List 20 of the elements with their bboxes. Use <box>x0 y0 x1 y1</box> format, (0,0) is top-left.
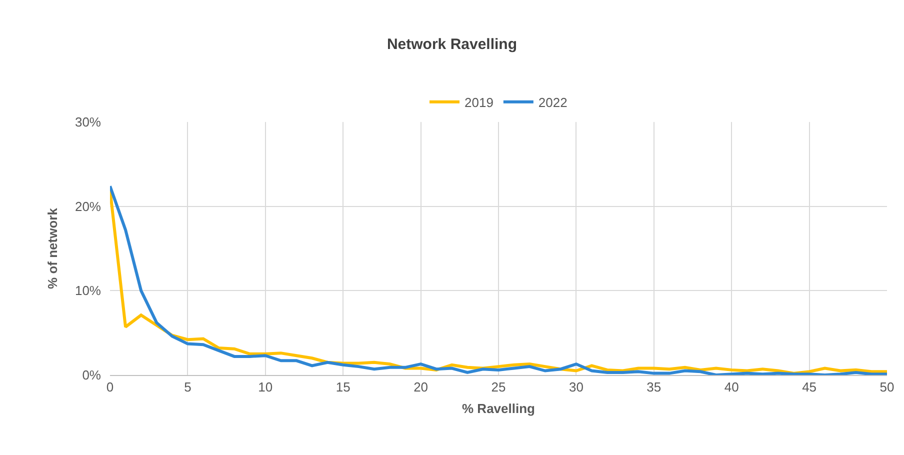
chart-title: Network Ravelling <box>386 36 518 54</box>
x-tick-label: 35 <box>646 380 662 395</box>
x-tick-label: 30 <box>568 380 584 395</box>
x-tick-label: 45 <box>802 380 817 395</box>
y-tick-label: 0% <box>82 368 102 383</box>
x-tick-label: 50 <box>880 380 894 395</box>
x-tick-label: 10 <box>258 380 273 395</box>
x-tick-label: 0 <box>106 380 114 395</box>
y-tick-label: 20% <box>74 198 102 214</box>
legend-label: 2022 <box>538 94 568 110</box>
y-tick-label: 30% <box>74 114 102 130</box>
x-tick-label: 25 <box>491 380 506 395</box>
y-tick-label: 10% <box>74 283 102 298</box>
x-tick-label: 15 <box>336 380 350 395</box>
x-axis-title: % Ravelling <box>462 401 536 416</box>
y-axis-title: % of network <box>44 207 60 289</box>
x-tick-label: 40 <box>724 380 739 395</box>
x-tick-label: 20 <box>414 380 428 395</box>
legend-label: 2019 <box>464 94 494 110</box>
x-tick-label: 5 <box>184 380 192 395</box>
